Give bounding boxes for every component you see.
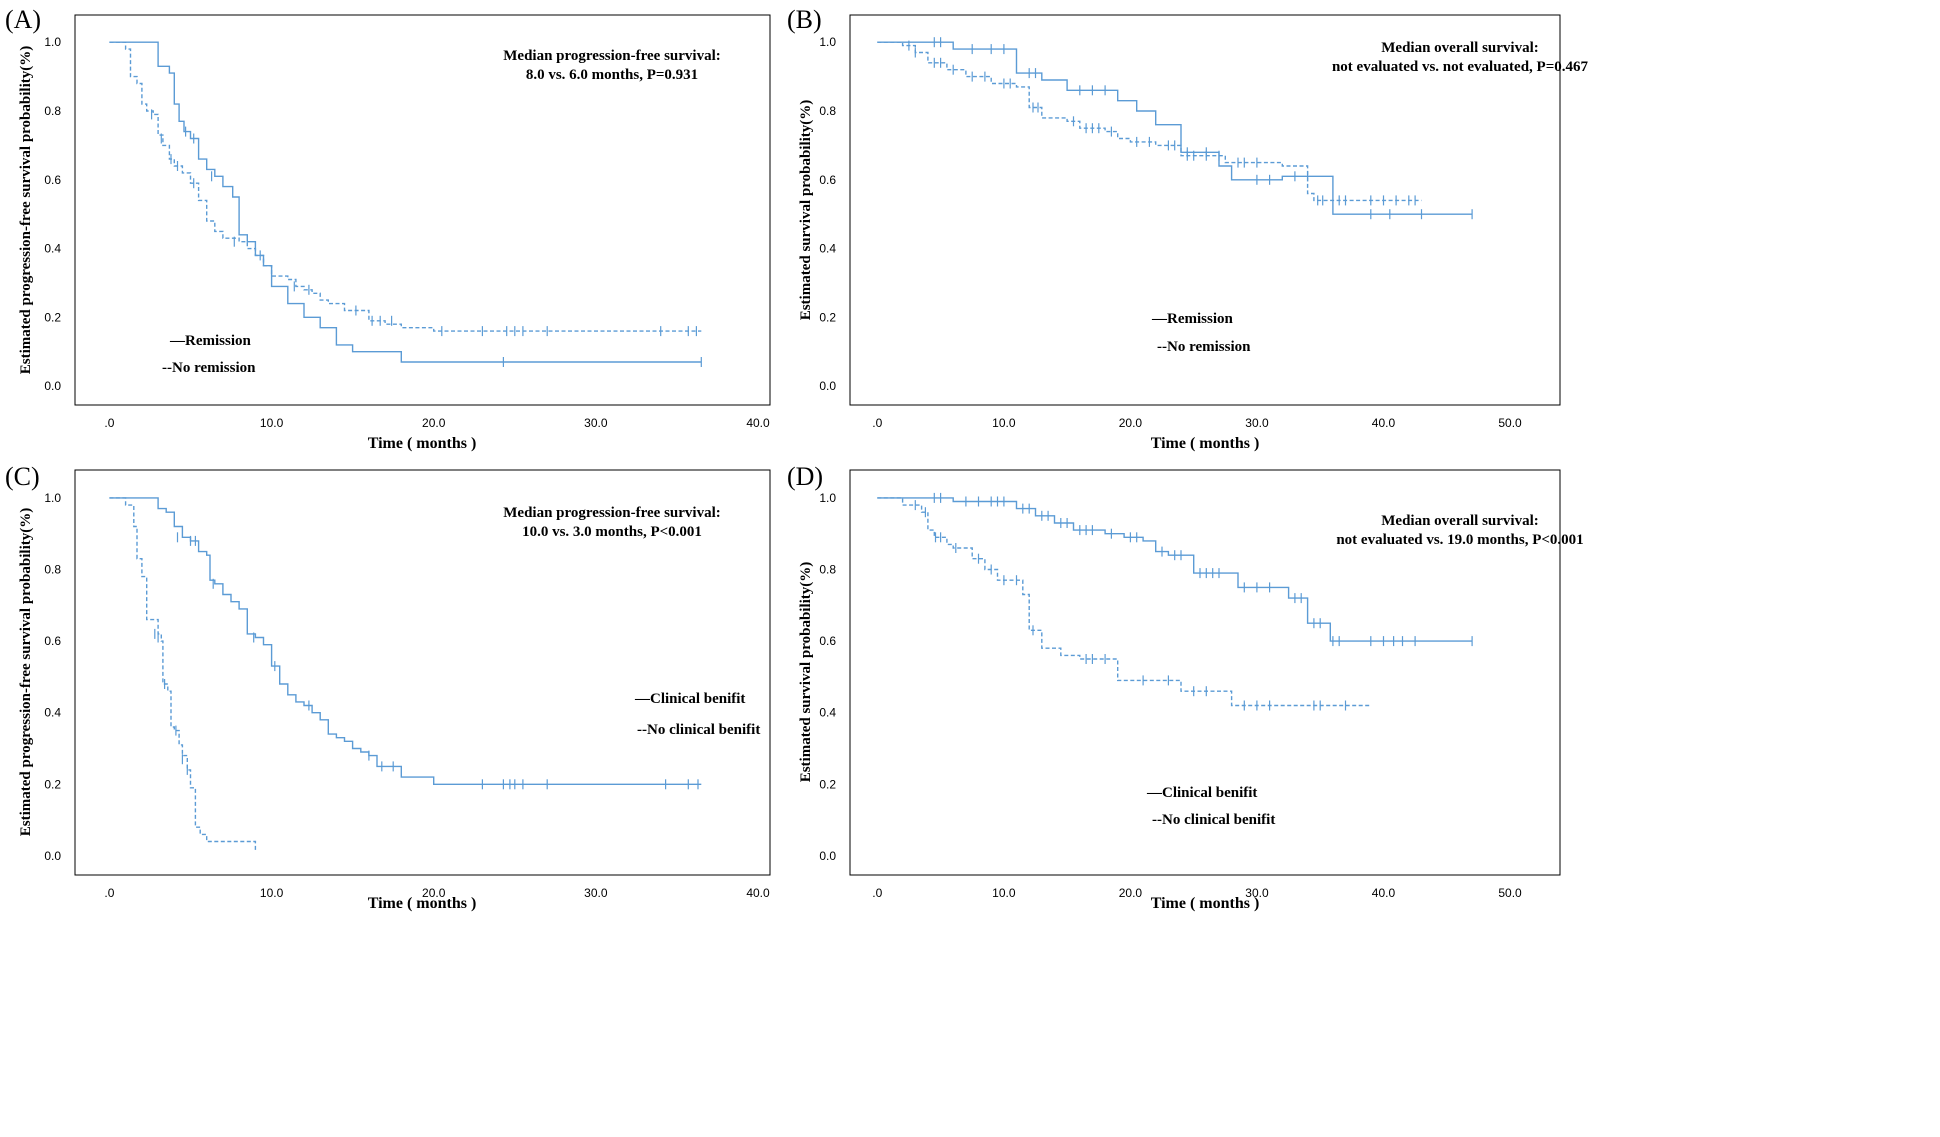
y-tick-label: 0.0 bbox=[44, 379, 61, 393]
y-tick-label: 0.0 bbox=[819, 379, 836, 393]
plot-frame bbox=[849, 469, 1561, 876]
legend-entry: --No remission bbox=[1157, 339, 1251, 355]
survival-curve-no-clinical-benifit bbox=[877, 497, 1371, 707]
y-tick-label: 1.0 bbox=[819, 491, 836, 505]
legend-entry: --No remission bbox=[162, 360, 256, 376]
x-tick-label: .0 bbox=[104, 416, 114, 430]
x-axis-label: Time ( months ) bbox=[368, 435, 477, 452]
x-tick-label: 40.0 bbox=[1372, 886, 1396, 900]
y-tick-label: 0.4 bbox=[44, 706, 61, 720]
x-tick-label: 20.0 bbox=[422, 416, 446, 430]
x-tick-label: 50.0 bbox=[1498, 416, 1522, 430]
y-tick-label: 0.4 bbox=[44, 242, 61, 256]
survival-curve-remission bbox=[109, 41, 702, 363]
y-tick-label: 0.6 bbox=[819, 634, 836, 648]
x-tick-label: 40.0 bbox=[746, 416, 770, 430]
panel-label: (B) bbox=[787, 5, 822, 34]
y-tick-label: 0.8 bbox=[819, 562, 836, 576]
y-tick-label: 0.4 bbox=[819, 242, 836, 256]
y-tick-label: 0.4 bbox=[819, 706, 836, 720]
y-tick-label: 0.2 bbox=[819, 777, 836, 791]
x-tick-label: 10.0 bbox=[260, 416, 284, 430]
y-axis-label: Estimated survival probability(%) bbox=[798, 562, 814, 783]
x-tick-label: 30.0 bbox=[584, 416, 608, 430]
plot-frame bbox=[74, 469, 771, 876]
chart-title-line: Median overall survival: bbox=[1381, 40, 1539, 56]
y-tick-label: 1.0 bbox=[44, 35, 61, 49]
y-tick-label: 0.8 bbox=[44, 562, 61, 576]
panel-c: 0.0 0.2 0.4 0.6 0.8 1.0 .0 10.0 20.0 30.0 40.0 Time… bbox=[5, 462, 771, 912]
x-tick-label: 10.0 bbox=[260, 886, 284, 900]
chart-title-line: not evaluated vs. 19.0 months, P<0.001 bbox=[1336, 532, 1583, 548]
x-axis-label: Time ( months ) bbox=[1151, 895, 1260, 912]
panel-label: (A) bbox=[5, 5, 41, 34]
survival-curve-remission bbox=[877, 41, 1473, 215]
survival-curve-clinical-benifit bbox=[109, 497, 702, 785]
plot-frame bbox=[74, 14, 771, 406]
y-axis-label: Estimated survival probability(%) bbox=[798, 100, 814, 321]
survival-curve-no-clinical-benifit bbox=[109, 497, 257, 853]
y-tick-label: 0.2 bbox=[44, 310, 61, 324]
legend-entry: —Clinical benifit bbox=[634, 691, 745, 707]
x-tick-label: 20.0 bbox=[422, 886, 446, 900]
panel-b: 0.0 0.2 0.4 0.6 0.8 1.0 .0 10.0 20.0 30.0 40.0 50.0… bbox=[787, 5, 1589, 452]
survival-curve-clinical-benifit bbox=[877, 497, 1473, 642]
legend-entry: --No clinical benifit bbox=[1152, 812, 1275, 828]
y-axis-label: Estimated progression-free survival prob… bbox=[18, 46, 34, 374]
y-tick-label: 0.6 bbox=[819, 173, 836, 187]
legend-entry: —Clinical benifit bbox=[1146, 785, 1257, 801]
chart-title-line: Median overall survival: bbox=[1381, 513, 1539, 529]
y-tick-label: 0.0 bbox=[819, 849, 836, 863]
y-tick-label: 1.0 bbox=[819, 35, 836, 49]
x-axis-label: Time ( months ) bbox=[368, 895, 477, 912]
y-tick-label: 0.2 bbox=[819, 310, 836, 324]
panel-d: 0.0 0.2 0.4 0.6 0.8 1.0 .0 10.0 20.0 30.0 40.0 50.0… bbox=[787, 462, 1584, 912]
y-tick-label: 0.6 bbox=[44, 173, 61, 187]
chart-title-line: Median progression-free survival: bbox=[503, 505, 721, 521]
y-tick-label: 0.6 bbox=[44, 634, 61, 648]
x-tick-label: 10.0 bbox=[992, 886, 1016, 900]
x-tick-label: 40.0 bbox=[746, 886, 770, 900]
panel-label: (D) bbox=[787, 462, 823, 491]
chart-title-line: 8.0 vs. 6.0 months, P=0.931 bbox=[526, 67, 698, 83]
x-tick-label: .0 bbox=[872, 886, 882, 900]
chart-title-line: Median progression-free survival: bbox=[503, 48, 721, 64]
x-tick-label: 20.0 bbox=[1119, 416, 1143, 430]
y-tick-label: 0.0 bbox=[44, 849, 61, 863]
legend-entry: —Remission bbox=[1151, 311, 1233, 327]
x-axis-label: Time ( months ) bbox=[1151, 435, 1260, 452]
x-tick-label: 40.0 bbox=[1372, 416, 1396, 430]
survival-curve-no-remission bbox=[109, 41, 702, 332]
panel-a: 0.0 0.2 0.4 0.6 0.8 1.0 .0 10.0 20.0 30.0 40.0 Time… bbox=[5, 5, 771, 452]
x-tick-label: 30.0 bbox=[584, 886, 608, 900]
x-tick-label: 10.0 bbox=[992, 416, 1016, 430]
chart-title-line: not evaluated vs. not evaluated, P=0.467 bbox=[1332, 59, 1589, 75]
y-tick-label: 0.8 bbox=[44, 104, 61, 118]
x-tick-label: 50.0 bbox=[1498, 886, 1522, 900]
plot-frame bbox=[849, 14, 1561, 406]
y-tick-label: 1.0 bbox=[44, 491, 61, 505]
legend-entry: --No clinical benifit bbox=[637, 722, 760, 738]
x-tick-label: .0 bbox=[872, 416, 882, 430]
y-axis-label: Estimated progression-free survival prob… bbox=[18, 508, 34, 836]
x-tick-label: .0 bbox=[104, 886, 114, 900]
x-tick-label: 30.0 bbox=[1245, 886, 1269, 900]
legend-entry: —Remission bbox=[169, 333, 251, 349]
chart-title-line: 10.0 vs. 3.0 months, P<0.001 bbox=[522, 524, 702, 540]
y-tick-label: 0.2 bbox=[44, 777, 61, 791]
x-tick-label: 20.0 bbox=[1119, 886, 1143, 900]
x-tick-label: 30.0 bbox=[1245, 416, 1269, 430]
panel-label: (C) bbox=[5, 462, 40, 491]
y-tick-label: 0.8 bbox=[819, 104, 836, 118]
